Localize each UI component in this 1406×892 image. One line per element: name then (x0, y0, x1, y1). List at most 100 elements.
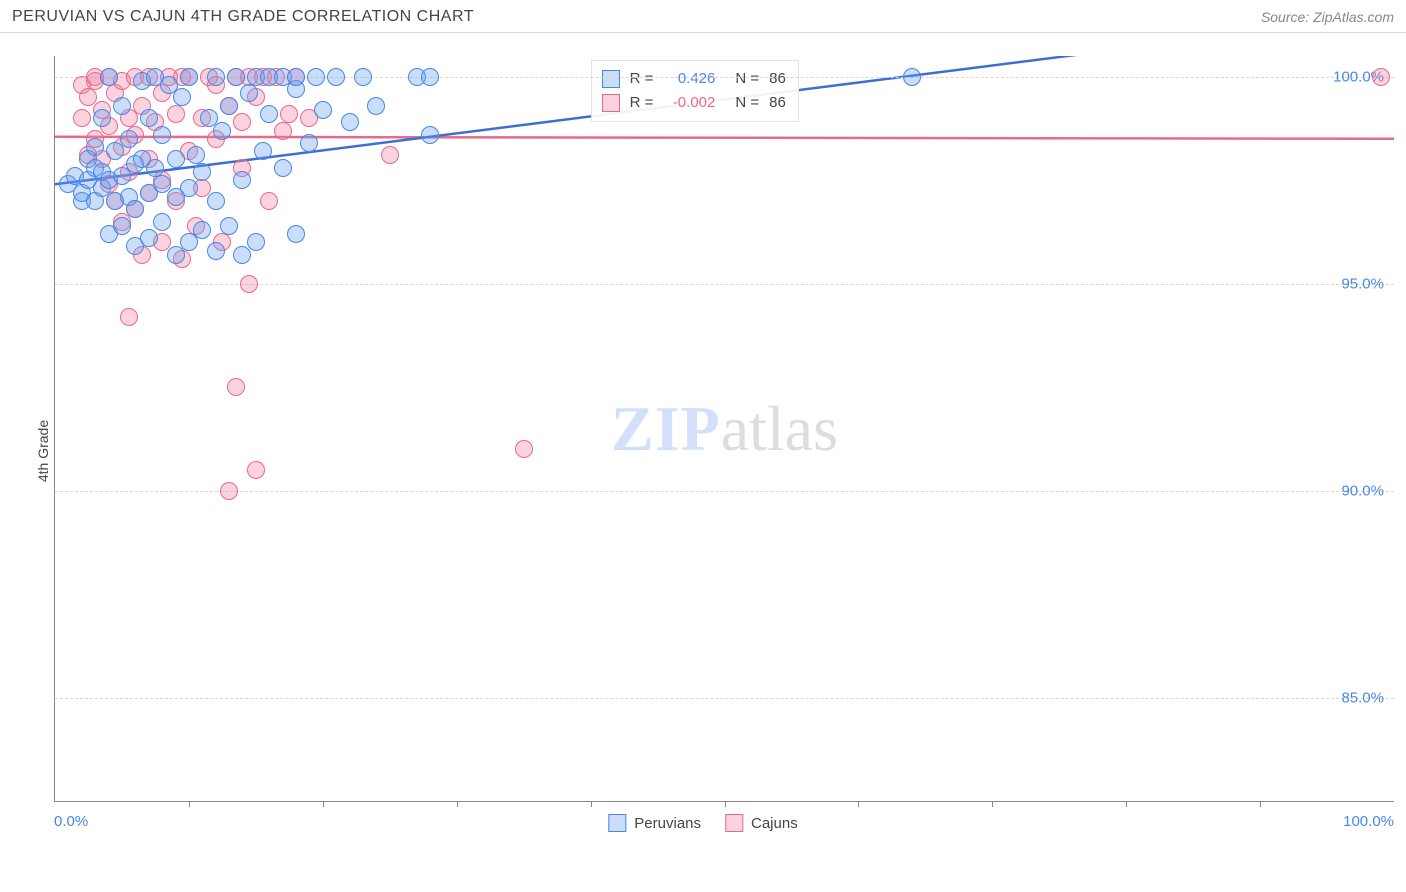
corr-legend-row: R = -0.002 N = 86 (602, 91, 786, 115)
scatter-point-blue (207, 192, 225, 210)
x-tick-mark (725, 801, 726, 807)
y-axis-label: 4th Grade (35, 420, 51, 482)
scatter-point-blue (93, 109, 111, 127)
x-axis-min-label: 0.0% (54, 813, 88, 830)
scatter-point-blue (247, 233, 265, 251)
gridline-h (55, 698, 1394, 699)
x-tick-mark (858, 801, 859, 807)
x-axis-max-label: 100.0% (1343, 813, 1394, 830)
corr-r-value: -0.002 (663, 91, 715, 115)
legend-label-blue: Peruvians (634, 815, 701, 832)
chart-container: 4th Grade ZIPatlas R = 0.426 N = 86 R = -0.00… (12, 44, 1394, 858)
watermark-zip: ZIP (611, 393, 721, 464)
scatter-point-blue (341, 113, 359, 131)
x-tick-mark (1260, 801, 1261, 807)
scatter-point-blue (207, 242, 225, 260)
scatter-point-blue (240, 84, 258, 102)
legend-item-cajuns: Cajuns (725, 814, 798, 832)
y-tick-label: 95.0% (1341, 275, 1384, 292)
corr-n-value: 86 (769, 91, 786, 115)
scatter-point-blue (421, 68, 439, 86)
scatter-point-pink (240, 275, 258, 293)
scatter-point-blue (367, 97, 385, 115)
scatter-point-pink (260, 192, 278, 210)
scatter-point-blue (314, 101, 332, 119)
scatter-point-blue (120, 130, 138, 148)
corr-swatch (602, 70, 620, 88)
scatter-point-pink (233, 113, 251, 131)
scatter-point-blue (86, 138, 104, 156)
corr-legend-row: R = 0.426 N = 86 (602, 67, 786, 91)
corr-n-value: 86 (769, 67, 786, 91)
scatter-point-pink (381, 146, 399, 164)
x-tick-mark (323, 801, 324, 807)
scatter-point-blue (180, 68, 198, 86)
chart-header: PERUVIAN VS CAJUN 4TH GRADE CORRELATION … (0, 0, 1406, 33)
gridline-h (55, 491, 1394, 492)
y-tick-label: 90.0% (1341, 482, 1384, 499)
scatter-point-blue (307, 68, 325, 86)
scatter-point-blue (327, 68, 345, 86)
scatter-point-blue (146, 159, 164, 177)
x-tick-mark (992, 801, 993, 807)
scatter-point-blue (187, 146, 205, 164)
scatter-point-blue (287, 225, 305, 243)
series-legend: Peruvians Cajuns (608, 814, 797, 832)
x-tick-mark (457, 801, 458, 807)
scatter-point-blue (140, 109, 158, 127)
x-tick-mark (1126, 801, 1127, 807)
scatter-point-pink (227, 378, 245, 396)
scatter-point-blue (193, 221, 211, 239)
scatter-point-blue (180, 179, 198, 197)
legend-label-pink: Cajuns (751, 815, 798, 832)
chart-title: PERUVIAN VS CAJUN 4TH GRADE CORRELATION … (12, 8, 474, 26)
scatter-point-pink (1372, 68, 1390, 86)
scatter-point-blue (274, 159, 292, 177)
scatter-point-pink (515, 440, 533, 458)
watermark: ZIPatlas (611, 392, 838, 466)
corr-r-label: R = (630, 91, 654, 115)
corr-r-value: 0.426 (663, 67, 715, 91)
scatter-point-blue (207, 68, 225, 86)
scatter-point-pink (247, 461, 265, 479)
x-tick-mark (189, 801, 190, 807)
corr-swatch (602, 94, 620, 112)
corr-r-label: R = (630, 67, 654, 91)
scatter-point-blue (153, 213, 171, 231)
legend-item-peruvians: Peruvians (608, 814, 701, 832)
scatter-point-blue (140, 229, 158, 247)
scatter-point-blue (126, 200, 144, 218)
corr-n-label: N = (735, 67, 759, 91)
scatter-point-blue (300, 134, 318, 152)
scatter-point-pink (73, 109, 91, 127)
scatter-point-blue (113, 217, 131, 235)
scatter-point-blue (233, 171, 251, 189)
plot-area: ZIPatlas R = 0.426 N = 86 R = -0.002 N = 86 85.… (54, 56, 1394, 802)
x-tick-mark (591, 801, 592, 807)
watermark-atlas: atlas (721, 393, 838, 464)
scatter-point-blue (220, 217, 238, 235)
scatter-point-pink (120, 308, 138, 326)
scatter-point-blue (287, 68, 305, 86)
correlation-legend: R = 0.426 N = 86 R = -0.002 N = 86 (591, 60, 799, 122)
scatter-point-blue (193, 163, 211, 181)
scatter-point-blue (220, 97, 238, 115)
scatter-point-pink (167, 105, 185, 123)
scatter-point-blue (227, 68, 245, 86)
scatter-point-blue (354, 68, 372, 86)
scatter-point-pink (280, 105, 298, 123)
scatter-point-blue (254, 142, 272, 160)
legend-swatch-blue (608, 814, 626, 832)
scatter-point-blue (421, 126, 439, 144)
trendlines-svg (55, 56, 1394, 801)
y-tick-label: 85.0% (1341, 689, 1384, 706)
scatter-point-blue (100, 68, 118, 86)
scatter-point-blue (260, 105, 278, 123)
scatter-point-blue (113, 97, 131, 115)
scatter-point-pink (220, 482, 238, 500)
scatter-point-blue (213, 122, 231, 140)
scatter-point-blue (173, 88, 191, 106)
legend-swatch-pink (725, 814, 743, 832)
corr-n-label: N = (735, 91, 759, 115)
scatter-point-blue (153, 126, 171, 144)
